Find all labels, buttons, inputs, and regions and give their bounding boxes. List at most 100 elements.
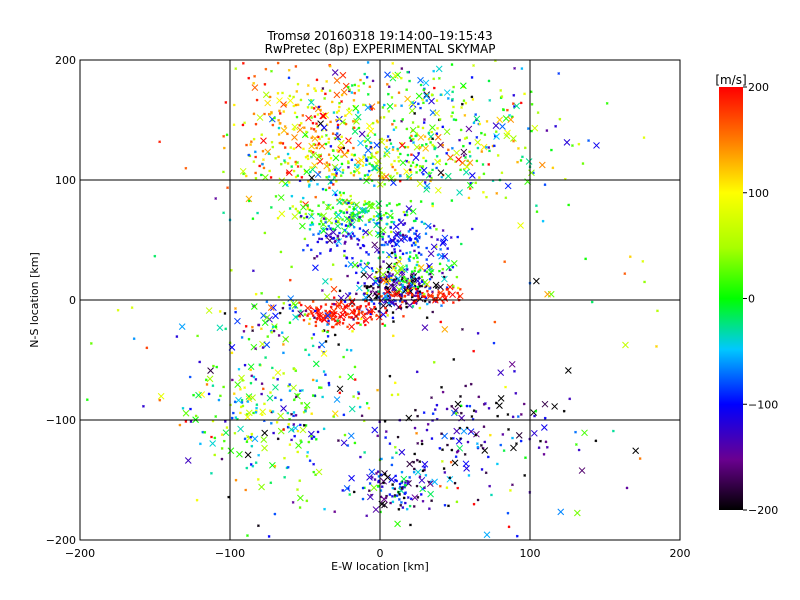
data-point xyxy=(298,479,302,483)
data-point xyxy=(430,235,434,239)
data-point xyxy=(521,155,524,159)
data-point xyxy=(328,89,332,93)
data-point xyxy=(476,331,480,335)
data-point xyxy=(355,284,363,292)
data-point xyxy=(455,450,459,454)
data-point xyxy=(311,344,315,348)
data-point xyxy=(296,450,300,454)
data-point xyxy=(256,477,260,481)
data-point xyxy=(406,480,410,483)
data-point xyxy=(342,355,346,359)
x-tick-label: 0 xyxy=(377,547,384,560)
data-point xyxy=(366,122,373,130)
data-point xyxy=(459,242,463,246)
data-point xyxy=(325,79,329,83)
data-point xyxy=(405,507,409,511)
data-point xyxy=(398,179,402,183)
data-point xyxy=(477,395,481,399)
data-point xyxy=(357,139,364,147)
data-point xyxy=(311,162,318,169)
data-point xyxy=(366,92,370,96)
data-point xyxy=(435,99,439,103)
data-point xyxy=(313,316,316,320)
data-point xyxy=(456,189,463,196)
data-point xyxy=(255,98,259,102)
data-point xyxy=(364,144,368,148)
data-point xyxy=(288,303,292,307)
y-tick-label: −100 xyxy=(46,414,76,427)
data-point xyxy=(273,464,277,468)
data-point xyxy=(364,163,368,167)
data-point xyxy=(447,259,450,263)
data-point xyxy=(376,120,380,124)
data-point xyxy=(198,442,202,446)
data-point xyxy=(419,83,423,87)
data-point xyxy=(476,498,480,502)
data-point xyxy=(544,440,548,444)
data-point xyxy=(349,223,353,226)
data-point xyxy=(415,484,419,488)
data-point xyxy=(376,231,380,235)
data-point xyxy=(402,223,405,227)
data-point xyxy=(220,447,224,450)
data-point xyxy=(374,279,378,283)
data-point xyxy=(430,499,434,503)
data-point xyxy=(234,317,241,325)
data-point xyxy=(485,119,489,123)
data-point xyxy=(324,133,328,137)
data-point xyxy=(287,68,291,72)
data-point xyxy=(283,146,287,150)
y-axis-label: N-S location [km] xyxy=(28,252,41,348)
data-point xyxy=(250,432,254,436)
data-point xyxy=(357,219,361,223)
data-point xyxy=(263,82,267,86)
data-point xyxy=(338,289,342,293)
data-point xyxy=(253,150,257,154)
data-point xyxy=(430,243,438,251)
data-point xyxy=(322,370,326,373)
data-point xyxy=(516,160,519,164)
data-point xyxy=(439,320,443,324)
data-point xyxy=(243,363,247,367)
data-point xyxy=(304,212,308,216)
data-point xyxy=(258,483,265,491)
data-point xyxy=(412,286,416,290)
data-point xyxy=(269,481,273,485)
data-point xyxy=(331,410,339,417)
data-point xyxy=(320,237,324,241)
data-point xyxy=(390,179,397,187)
data-point xyxy=(437,76,441,80)
data-point xyxy=(352,98,356,102)
data-point xyxy=(307,322,311,326)
data-point xyxy=(298,301,301,305)
data-point xyxy=(317,386,321,389)
data-point xyxy=(292,104,296,108)
data-point xyxy=(217,398,221,402)
data-point xyxy=(468,187,472,190)
data-point xyxy=(454,400,462,408)
data-point xyxy=(321,87,325,90)
data-point xyxy=(287,76,291,80)
data-point xyxy=(234,67,238,71)
data-point xyxy=(290,384,297,392)
data-point xyxy=(282,351,285,355)
data-point xyxy=(377,290,381,294)
data-point xyxy=(398,268,406,276)
data-point xyxy=(387,255,391,259)
data-point xyxy=(222,134,226,138)
data-point xyxy=(530,102,534,106)
data-point xyxy=(372,302,376,306)
data-point xyxy=(359,263,362,267)
data-point xyxy=(519,159,523,162)
data-point xyxy=(412,505,416,508)
data-point xyxy=(268,95,272,99)
data-point xyxy=(272,431,276,435)
data-point xyxy=(338,231,341,235)
data-point xyxy=(343,114,347,118)
data-point xyxy=(472,349,476,353)
data-point xyxy=(409,126,417,134)
data-point xyxy=(278,109,281,113)
data-point xyxy=(325,227,329,231)
data-point xyxy=(431,137,434,141)
